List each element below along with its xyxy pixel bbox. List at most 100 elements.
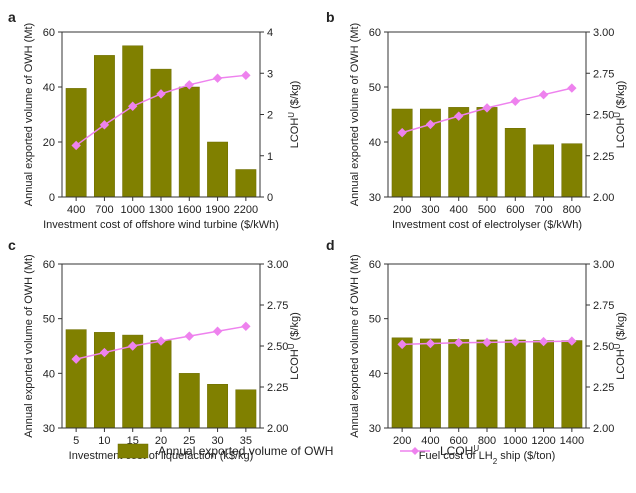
right-tick-label: 3.00 — [593, 27, 614, 39]
x-axis-label: Investment cost of offshore wind turbine… — [43, 219, 279, 231]
bar — [476, 107, 498, 198]
left-tick-label: 30 — [369, 192, 381, 204]
legend-line-label-main: LCOH — [440, 444, 473, 458]
left-tick-label: 30 — [43, 423, 55, 435]
bar — [235, 169, 257, 198]
y-axis-label-right-sup: U — [613, 112, 622, 118]
x-tick-label: 700 — [534, 204, 552, 216]
lcoh-point — [71, 354, 81, 364]
right-tick-label: 2.25 — [593, 151, 614, 163]
y-axis-label-right-main: LCOH — [615, 118, 627, 149]
bar — [207, 384, 229, 429]
bar — [150, 340, 172, 429]
bar — [207, 141, 229, 198]
x-tick-label: 1400 — [560, 435, 584, 447]
legend: Annual exported volume of OWH LCOHU — [117, 444, 479, 459]
right-tick-label: 2.25 — [593, 382, 614, 394]
y-axis-label-right-main: LCOH — [615, 349, 627, 380]
lcoh-point — [567, 83, 577, 93]
y-axis-label-left: Annual exported volume of OWH (Mt) — [349, 254, 361, 437]
right-tick-label: 3 — [267, 68, 273, 80]
left-tick-label: 40 — [369, 368, 381, 380]
x-tick-label: 600 — [450, 435, 468, 447]
lcoh-point — [128, 341, 138, 351]
y-axis-label-right: LCOHU ($/kg) — [613, 81, 628, 149]
left-tick-label: 0 — [49, 192, 55, 204]
lcoh-point — [71, 140, 81, 151]
lcoh-point — [212, 326, 223, 336]
y-axis-label-right: LCOHU ($/kg) — [613, 312, 628, 380]
x-tick-label: 20 — [155, 435, 167, 447]
y-axis-label-right-unit: ($/kg) — [615, 81, 627, 112]
right-tick-label: 2.00 — [593, 423, 614, 435]
left-tick-label: 50 — [43, 314, 55, 326]
y-axis-label-right-unit: ($/kg) — [615, 312, 627, 343]
left-tick-label: 50 — [369, 314, 381, 326]
right-tick-label: 4 — [267, 27, 273, 39]
legend-line-marker — [411, 447, 419, 455]
lcoh-point — [425, 338, 436, 349]
x-tick-label: 1000 — [503, 435, 527, 447]
x-axis-label-main: Investment cost of liquefaction (k$/kg) — [69, 450, 254, 462]
y-axis-label-right-main: LCOH — [289, 349, 301, 380]
x-axis-label: Investment cost of electrolyser ($/kWh) — [392, 219, 582, 231]
bar — [65, 329, 87, 429]
right-tick-label: 3.00 — [593, 259, 614, 271]
y-axis-label-left: Annual exported volume of OWH (Mt) — [23, 254, 35, 437]
left-tick-label: 20 — [43, 137, 55, 149]
right-tick-label: 2.75 — [267, 300, 288, 312]
bar — [504, 339, 526, 429]
x-tick-label: 800 — [563, 204, 581, 216]
bar — [476, 339, 498, 429]
lcoh-point — [212, 73, 223, 83]
y-axis-label-right: LCOHU ($/kg) — [287, 81, 302, 149]
bar — [178, 86, 200, 198]
y-axis-label-right-sup: U — [613, 343, 622, 349]
lcoh-point — [397, 127, 407, 138]
x-tick-label: 1300 — [149, 204, 173, 216]
bar — [391, 337, 413, 429]
lcoh-point — [454, 338, 464, 348]
x-tick-label: 400 — [67, 204, 85, 216]
x-tick-label: 800 — [478, 435, 496, 447]
right-tick-label: 1 — [267, 151, 273, 163]
left-tick-label: 50 — [369, 82, 381, 94]
panel-letter: a — [8, 9, 16, 25]
lcoh-point — [241, 70, 251, 81]
legend-line-label-sup: U — [473, 444, 479, 453]
bar — [533, 144, 555, 198]
left-tick-label: 30 — [369, 423, 381, 435]
lcoh-point — [156, 89, 166, 99]
x-tick-label: 300 — [421, 204, 439, 216]
y-axis-label-right: LCOHU ($/kg) — [287, 312, 302, 380]
right-tick-label: 2.50 — [267, 341, 288, 353]
y-axis-label-right-unit: ($/kg) — [289, 312, 301, 343]
right-tick-label: 2 — [267, 110, 273, 122]
x-axis-label-tail: ship ($/ton) — [497, 450, 555, 462]
x-tick-label: 1900 — [205, 204, 229, 216]
x-tick-label: 200 — [393, 435, 411, 447]
right-tick-label: 2.00 — [267, 423, 288, 435]
y-axis-label-left: Annual exported volume of OWH (Mt) — [349, 23, 361, 206]
x-axis-label-sub: 2 — [493, 457, 498, 466]
panel-letter: b — [326, 9, 335, 25]
bar — [178, 373, 200, 429]
lcoh-point — [567, 336, 577, 346]
lcoh-point — [510, 96, 520, 107]
lcoh-point — [128, 101, 138, 111]
left-tick-label: 60 — [369, 259, 381, 271]
left-tick-label: 40 — [369, 137, 381, 149]
panel-d: d 30 40 50 60 2.00 2.25 2.50 2.75 3.00 200 400 600 80… — [326, 237, 627, 466]
lcoh-point — [482, 103, 492, 113]
x-tick-label: 200 — [393, 204, 411, 216]
lcoh-point — [156, 336, 166, 346]
x-tick-label: 5 — [73, 435, 79, 447]
lcoh-point — [184, 80, 194, 90]
bar — [533, 340, 555, 429]
lcoh-point — [99, 120, 110, 130]
lcoh-point — [538, 336, 549, 347]
panel-b: b 30 40 50 60 2.00 2.25 2.50 2.75 3.00 200 300 400 50… — [326, 9, 627, 231]
lcoh-point — [397, 339, 407, 350]
